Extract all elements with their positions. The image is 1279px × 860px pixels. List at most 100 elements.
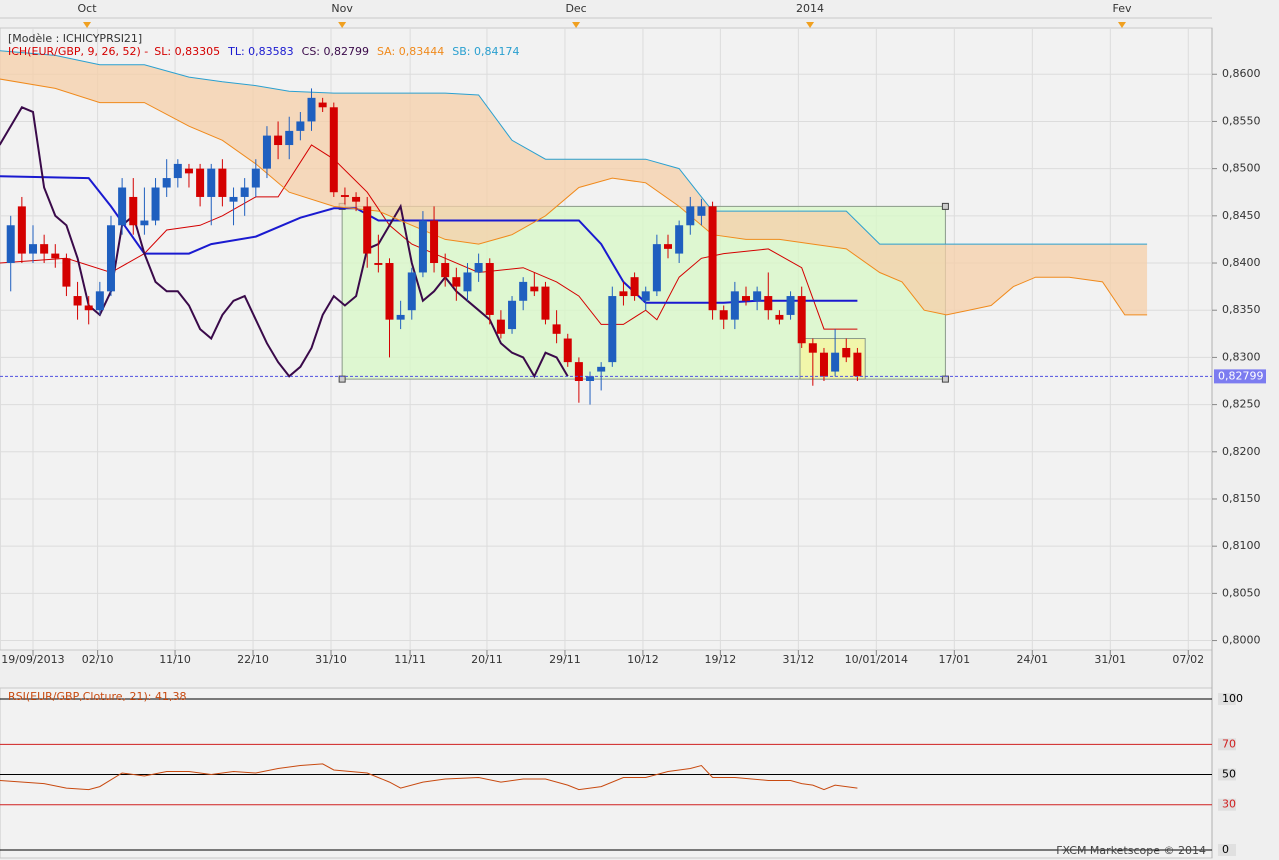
candle-body	[686, 206, 695, 226]
candle-body	[274, 135, 283, 146]
month-marker	[83, 22, 92, 28]
x-tick-label: 11/10	[159, 653, 191, 666]
month-label: 2014	[796, 2, 824, 15]
candle-body	[329, 107, 338, 193]
candle-body	[396, 314, 405, 320]
month-marker	[1117, 22, 1126, 28]
candle-body	[285, 130, 294, 146]
month-label: Dec	[565, 2, 586, 15]
candle-body	[496, 319, 505, 334]
indicator-label: ICH(EUR/GBP, 9, 26, 52) -	[8, 45, 148, 58]
candle-body	[708, 206, 717, 311]
month-marker	[806, 22, 815, 28]
legend-entry: CS: 0,82799	[302, 45, 369, 58]
candle-body	[597, 366, 606, 372]
candle-body	[753, 291, 762, 301]
x-tick-label: 24/01	[1016, 653, 1048, 666]
x-tick-label: 17/01	[938, 653, 970, 666]
candle-body	[251, 168, 260, 188]
candle-body	[162, 178, 171, 188]
y-tick-box	[1218, 693, 1236, 706]
x-tick-label: 07/02	[1172, 653, 1204, 666]
candle-body	[552, 324, 561, 334]
candle-body	[764, 296, 773, 311]
candle-body	[831, 352, 840, 372]
candle-body	[508, 300, 517, 330]
candle-body	[574, 362, 583, 382]
rsi-title: RSI(EUR/GBP,Cloture, 21): 41,38	[8, 690, 187, 703]
indicator-line	[0, 175, 858, 304]
candle-body	[385, 263, 394, 320]
candle-body	[352, 196, 361, 202]
footer: FXCM Marketscope © 2014	[1056, 844, 1206, 857]
candle-body	[62, 258, 71, 287]
candle-body	[240, 187, 249, 197]
candle-body	[485, 263, 494, 315]
x-tick-label: 19/09/2013	[1, 653, 64, 666]
candle-body	[630, 277, 639, 297]
y-tick-label: 0,8350	[1222, 303, 1261, 316]
y-tick-label: 0,8600	[1222, 67, 1261, 80]
candle-body	[586, 376, 595, 382]
rsi-line	[0, 763, 858, 791]
candle-body	[541, 286, 550, 320]
candle-body	[173, 163, 182, 179]
candle-body	[452, 277, 461, 287]
y-tick-label: 0,8450	[1222, 209, 1261, 222]
candle-body	[374, 263, 383, 265]
candle-body	[262, 135, 271, 169]
y-tick-label: 0,8150	[1222, 492, 1261, 505]
indicator-line	[0, 106, 569, 379]
candle-body	[184, 168, 193, 174]
legend-entry: SL: 0,83305	[154, 45, 220, 58]
candle-body	[418, 220, 427, 273]
candle-body	[675, 225, 684, 254]
candle-body	[229, 196, 238, 202]
x-tick-label: 10/12	[627, 653, 659, 666]
candle-body	[363, 206, 372, 254]
candle-body	[340, 195, 349, 197]
y-tick-label: 0	[1222, 843, 1229, 856]
month-label: Oct	[78, 2, 98, 15]
rsi-panel	[0, 687, 1213, 859]
indicator-line	[0, 50, 1148, 245]
y-tick-label: 0,8550	[1222, 114, 1261, 127]
rectangle-handle	[941, 375, 949, 383]
x-tick-label: 20/11	[471, 653, 503, 666]
candle-body	[786, 296, 795, 315]
x-tick-label: 29/11	[549, 653, 581, 666]
y-tick-label: 0,8300	[1222, 350, 1261, 363]
candle-body	[129, 196, 138, 226]
x-tick-label: 19/12	[705, 653, 737, 666]
price-tag	[1214, 369, 1266, 384]
x-tick-label: 10/01/2014	[845, 653, 908, 666]
rectangle-handle	[941, 202, 949, 210]
candle-body	[664, 244, 673, 249]
candle-body	[819, 352, 828, 377]
cloud	[0, 50, 1148, 315]
legend-entry: SA: 0,83444	[377, 45, 444, 58]
candle-body	[697, 206, 706, 216]
candle-body	[619, 291, 628, 297]
candle-body	[95, 291, 104, 311]
candle-body	[474, 263, 483, 273]
candle-body	[296, 121, 305, 131]
candle-body	[307, 97, 316, 122]
candle-body	[530, 286, 539, 292]
candle-body	[719, 310, 728, 320]
candle-body	[563, 338, 572, 363]
candle-body	[730, 291, 739, 320]
candle-body	[51, 253, 60, 259]
y-tick-box	[1218, 768, 1236, 781]
candle-body	[140, 220, 149, 226]
y-tick-label: 50	[1222, 768, 1236, 781]
y-tick-label: 100	[1222, 692, 1243, 705]
candle-body	[17, 206, 26, 254]
month-marker	[572, 22, 581, 28]
candle-body	[28, 244, 37, 254]
candle-body	[73, 296, 82, 306]
candle-body	[853, 352, 862, 377]
candle-body	[106, 225, 115, 292]
y-tick-label: 0,8100	[1222, 539, 1261, 552]
